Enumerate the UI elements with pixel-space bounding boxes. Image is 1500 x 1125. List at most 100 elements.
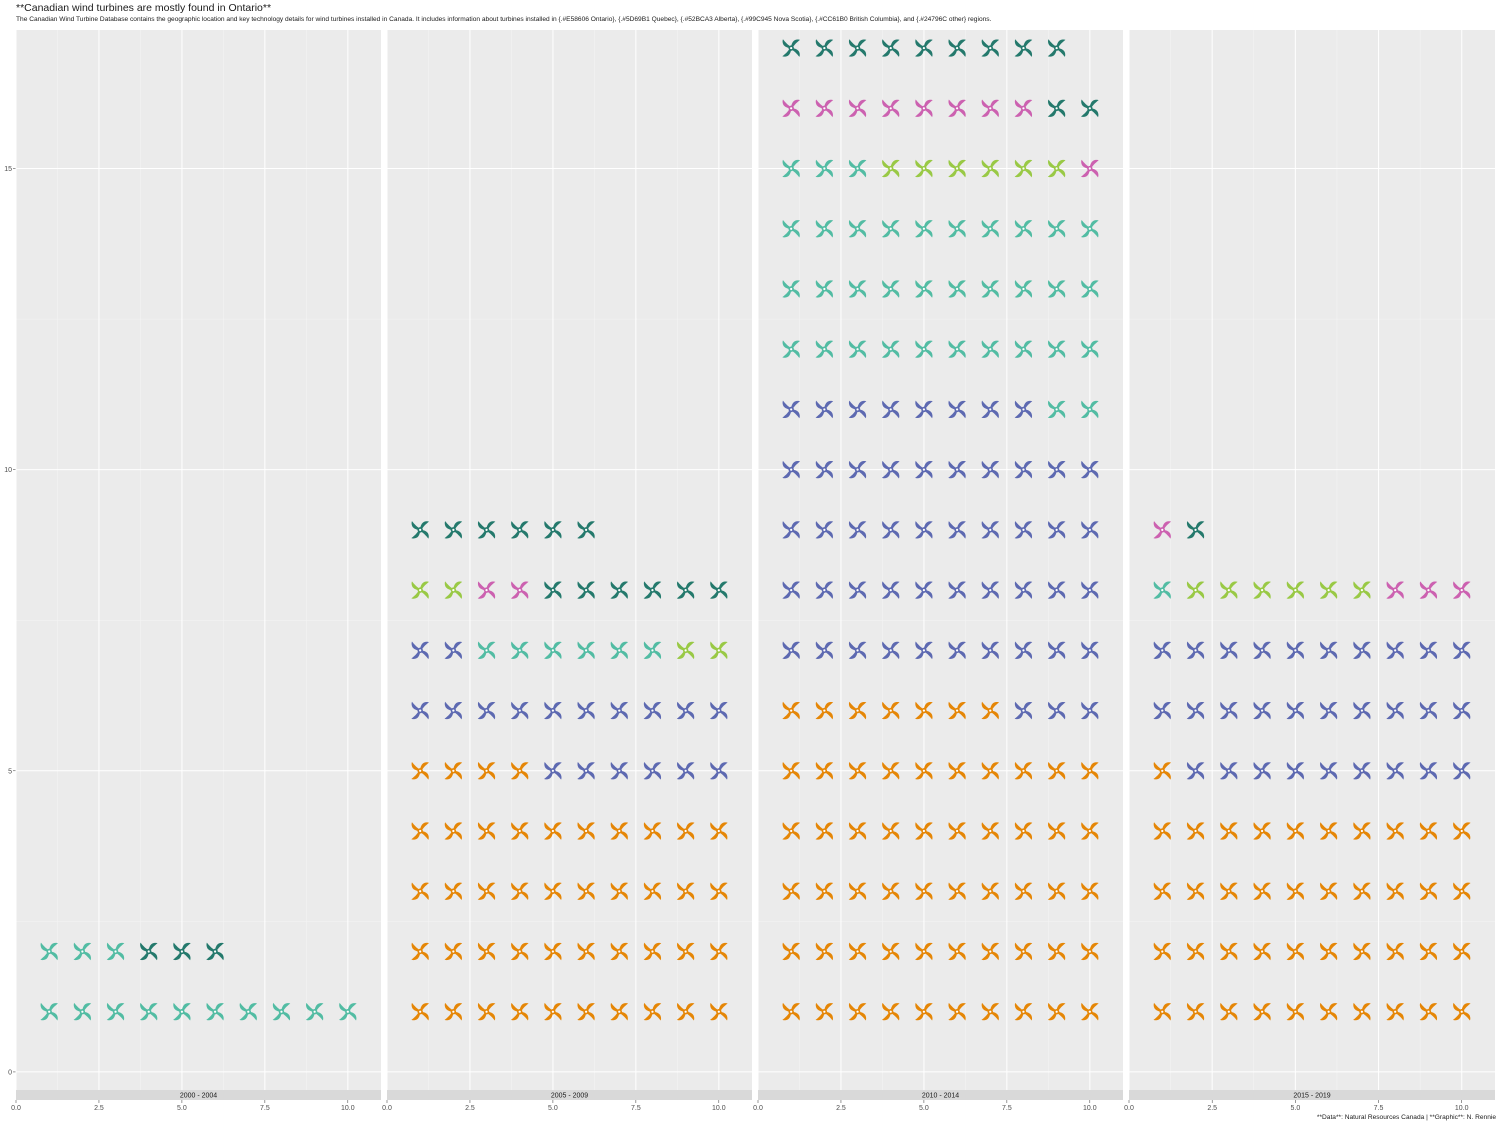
turbine-blade: [1263, 1011, 1271, 1021]
turbine-blade: [521, 831, 529, 840]
turbine-hub-center: [1161, 709, 1164, 712]
turbine-blade: [957, 159, 966, 167]
turbine-blade: [544, 641, 552, 651]
turbine-blade: [981, 772, 991, 780]
turbine-blade: [652, 762, 662, 770]
turbine-blade: [1081, 772, 1090, 780]
turbine-blade: [1463, 710, 1471, 720]
turbine-blade: [1353, 591, 1362, 599]
turbine-hub-center: [147, 1010, 150, 1013]
turbine-hub-center: [989, 468, 992, 471]
turbine-blade: [1056, 340, 1066, 348]
turbine-blade: [890, 942, 900, 950]
turbine-hub-center: [790, 589, 793, 592]
turbine-icon: [1253, 1002, 1271, 1021]
turbine-hub-center: [856, 829, 859, 833]
turbine-blade: [510, 1013, 520, 1021]
turbine-blade: [643, 712, 653, 720]
y-tick-label: 0: [8, 1069, 12, 1076]
turbine-icon: [1014, 942, 1033, 961]
turbine-hub-center: [922, 468, 926, 471]
turbine-icon: [815, 521, 834, 539]
turbine-icon: [676, 701, 695, 720]
turbine-blade: [791, 822, 800, 830]
turbine-blade: [587, 710, 595, 720]
turbine-blade: [791, 461, 800, 469]
turbine-hub-center: [1327, 950, 1330, 953]
turbine-hub-center: [452, 649, 455, 652]
turbine-blade: [652, 641, 662, 649]
turbine-blade: [1253, 1013, 1263, 1021]
turbine-blade: [848, 340, 856, 350]
turbine-blade: [552, 521, 562, 529]
turbine-icon: [1286, 882, 1305, 901]
turbine-icon: [610, 761, 629, 780]
turbine-blade: [676, 892, 686, 900]
turbine-blade: [1253, 581, 1261, 591]
turbine-blade: [444, 651, 454, 659]
turbine-blade: [1197, 529, 1205, 539]
turbine-icon: [106, 942, 125, 961]
turbine-icon: [881, 159, 900, 178]
turbine-blade: [1262, 942, 1271, 950]
turbine-blade: [610, 953, 620, 961]
turbine-blade: [1023, 701, 1033, 709]
turbine-hub-center: [114, 950, 117, 953]
turbine-blade: [1386, 892, 1396, 900]
turbine-blade: [815, 230, 825, 238]
turbine-hub-center: [823, 769, 826, 772]
turbine-blade: [981, 1013, 991, 1021]
turbine-blade: [454, 770, 462, 780]
turbine-blade: [925, 1011, 933, 1021]
turbine-blade: [1014, 170, 1024, 178]
turbine-icon: [981, 219, 1000, 238]
turbine-hub-center: [889, 468, 892, 471]
turbine-blade: [1286, 832, 1296, 840]
turbine-blade: [710, 832, 719, 840]
turbine-blade: [1014, 1002, 1022, 1012]
turbine-hub-center: [1327, 709, 1330, 712]
turbine-blade: [915, 460, 923, 470]
turbine-blade: [652, 942, 662, 950]
turbine-blade: [1195, 701, 1205, 709]
turbine-blade: [1320, 761, 1328, 771]
turbine-blade: [544, 701, 552, 711]
turbine-blade: [1014, 882, 1022, 892]
turbine-blade: [1058, 891, 1066, 901]
turbine-blade: [1286, 892, 1296, 900]
turbine-blade: [1295, 822, 1305, 830]
turbine-blade: [1452, 892, 1462, 900]
turbine-blade: [1081, 350, 1090, 358]
turbine-blade: [824, 822, 834, 830]
turbine-blade: [421, 590, 429, 599]
turbine-blade: [420, 762, 429, 770]
turbine-icon: [948, 822, 966, 840]
turbine-blade: [958, 228, 966, 238]
turbine-blade: [981, 832, 991, 840]
turbine-hub-center: [1227, 709, 1230, 712]
turbine-blade: [710, 892, 719, 900]
turbine-blade: [643, 651, 653, 659]
turbine-hub-center: [452, 890, 455, 893]
turbine-blade: [1228, 701, 1238, 709]
turbine-blade: [411, 832, 421, 840]
turbine-blade: [915, 350, 924, 358]
turbine-blade: [511, 761, 519, 771]
turbine-blade: [652, 581, 662, 589]
turbine-icon: [1386, 822, 1404, 840]
turbine-blade: [1296, 710, 1304, 720]
turbine-blade: [815, 170, 825, 178]
x-tick-label: 5.0: [177, 1105, 187, 1112]
turbine-blade: [1353, 581, 1361, 591]
turbine-blade: [1162, 762, 1172, 770]
turbine-icon: [1081, 280, 1099, 298]
turbine-blade: [782, 280, 790, 289]
turbine-icon: [1386, 701, 1404, 720]
turbine-icon: [1081, 822, 1099, 840]
turbine-hub-center: [1055, 950, 1058, 953]
turbine-hub-center: [1260, 649, 1264, 652]
turbine-icon: [1014, 882, 1033, 901]
turbine-icon: [1014, 761, 1033, 780]
turbine-hub-center: [823, 348, 826, 351]
turbine-blade: [587, 831, 595, 840]
